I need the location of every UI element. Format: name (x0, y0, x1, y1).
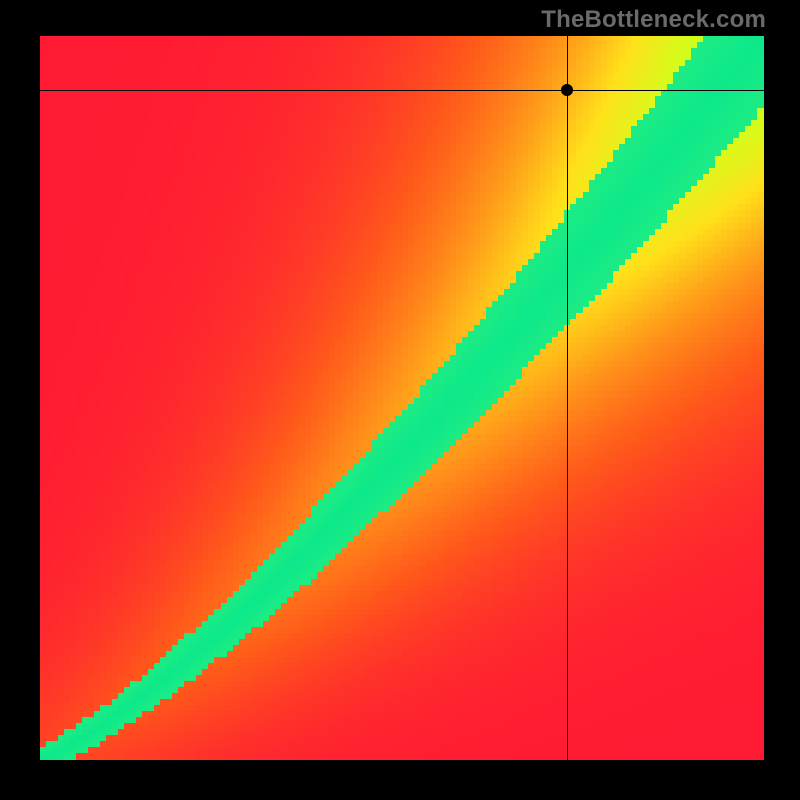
crosshair-vertical (567, 36, 568, 760)
watermark-text: TheBottleneck.com (541, 6, 766, 34)
crosshair-horizontal (40, 90, 764, 91)
chart-wrapper: TheBottleneck.com (0, 0, 800, 800)
marker-dot (561, 84, 573, 96)
bottleneck-heatmap (40, 36, 764, 760)
plot-area (40, 36, 764, 760)
